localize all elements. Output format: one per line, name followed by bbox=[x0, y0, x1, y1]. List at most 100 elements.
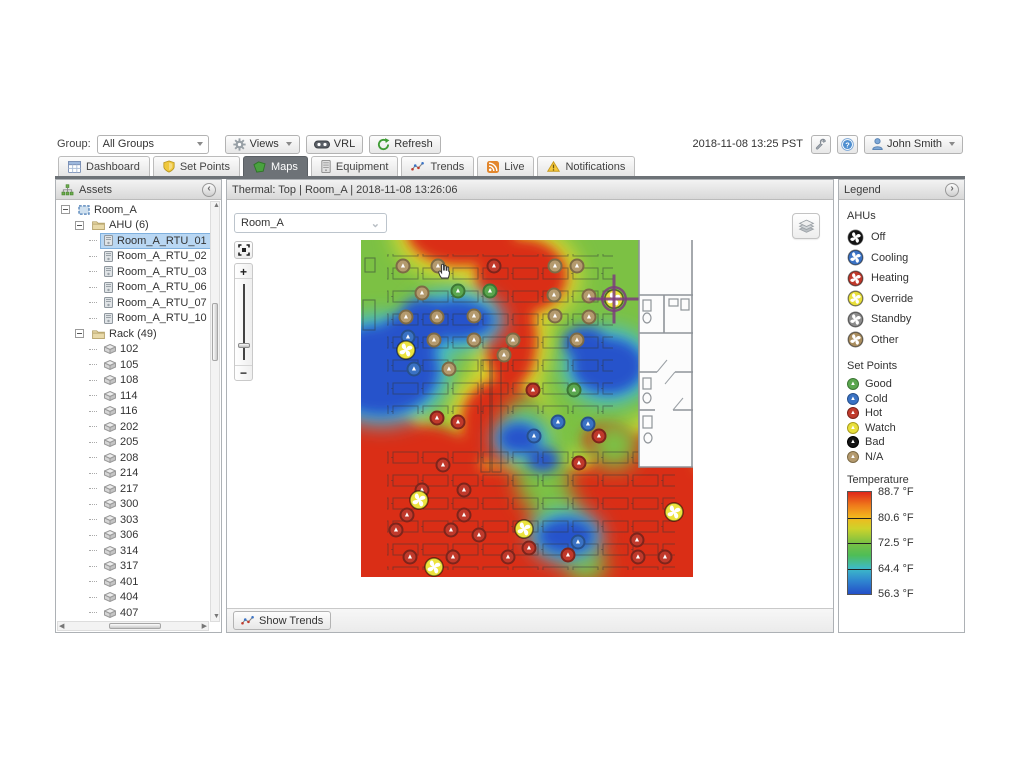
map-setpoint-marker-hot[interactable]: ▲ bbox=[450, 414, 466, 430]
map-setpoint-marker-na[interactable]: ▲ bbox=[547, 308, 563, 324]
map-setpoint-marker-na[interactable]: ▲ bbox=[398, 309, 414, 325]
tree-item[interactable]: 114 bbox=[56, 388, 209, 404]
tree-item[interactable]: Room_A_RTU_03 bbox=[56, 264, 209, 280]
map-setpoint-marker-hot[interactable]: ▲ bbox=[630, 549, 646, 565]
tab-trends[interactable]: Trends bbox=[401, 156, 475, 176]
map-ahu-marker[interactable] bbox=[514, 519, 535, 540]
collapse-left-button[interactable]: ‹ bbox=[202, 182, 216, 197]
zoom-out-button[interactable]: − bbox=[235, 365, 252, 380]
map-setpoint-marker-na[interactable]: ▲ bbox=[426, 332, 442, 348]
tree-item[interactable]: 208 bbox=[56, 450, 209, 466]
tree-item[interactable]: Room_A_RTU_10 bbox=[56, 311, 209, 327]
tree-item[interactable]: AHU (6) bbox=[56, 218, 209, 234]
map-setpoint-marker-hot[interactable]: ▲ bbox=[657, 549, 673, 565]
tree-item[interactable]: 306 bbox=[56, 528, 209, 544]
tab-equipment[interactable]: Equipment bbox=[310, 156, 399, 176]
tree-item[interactable]: 202 bbox=[56, 419, 209, 435]
tree-item[interactable]: Room_A_RTU_07 bbox=[56, 295, 209, 311]
map-ahu-marker[interactable] bbox=[424, 557, 445, 578]
map-setpoint-marker-cold[interactable]: ▲ bbox=[580, 416, 596, 432]
map-setpoint-marker-na[interactable]: ▲ bbox=[429, 309, 445, 325]
tree-item[interactable]: 217 bbox=[56, 481, 209, 497]
tree-item[interactable]: 317 bbox=[56, 559, 209, 575]
tree-item[interactable]: Room_A_RTU_02 bbox=[56, 249, 209, 265]
map-setpoint-marker-cold[interactable]: ▲ bbox=[406, 361, 422, 377]
tree-item[interactable]: 404 bbox=[56, 590, 209, 606]
map-setpoint-marker-hot[interactable]: ▲ bbox=[388, 522, 404, 538]
tree-item[interactable]: Rack (49) bbox=[56, 326, 209, 342]
map-setpoint-marker-hot[interactable]: ▲ bbox=[399, 507, 415, 523]
tab-notifications[interactable]: Notifications bbox=[537, 156, 636, 176]
views-button[interactable]: Views bbox=[224, 134, 300, 154]
tree-expander-icon[interactable] bbox=[75, 329, 84, 339]
map-setpoint-marker-hot[interactable]: ▲ bbox=[629, 532, 645, 548]
tree-item[interactable]: 407 bbox=[56, 605, 209, 621]
map-setpoint-marker-na[interactable]: ▲ bbox=[466, 308, 482, 324]
tree-item[interactable]: 205 bbox=[56, 435, 209, 451]
map-setpoint-marker-cold[interactable]: ▲ bbox=[570, 534, 586, 550]
vrl-button[interactable]: VRL bbox=[305, 134, 364, 154]
tree-item[interactable]: 314 bbox=[56, 543, 209, 559]
map-setpoint-marker-hot[interactable]: ▲ bbox=[521, 540, 537, 556]
map-setpoint-marker-na[interactable]: ▲ bbox=[505, 332, 521, 348]
settings-button[interactable] bbox=[810, 134, 831, 154]
scroll-left-icon[interactable]: ◀ bbox=[59, 623, 65, 630]
map-setpoint-marker-hot[interactable]: ▲ bbox=[445, 549, 461, 565]
map-ahu-marker[interactable] bbox=[664, 502, 685, 523]
zoom-fit-button[interactable] bbox=[234, 241, 253, 259]
user-menu[interactable]: John Smith bbox=[863, 134, 963, 154]
tree-item[interactable]: 401 bbox=[56, 574, 209, 590]
vertical-scrollbar[interactable]: ▲ ▼ bbox=[210, 201, 220, 622]
map-setpoint-marker-hot[interactable]: ▲ bbox=[591, 428, 607, 444]
layers-button[interactable] bbox=[792, 213, 820, 239]
scroll-right-icon[interactable]: ▶ bbox=[201, 623, 207, 630]
zoom-slider-handle[interactable] bbox=[237, 342, 250, 348]
tree-item[interactable]: 116 bbox=[56, 404, 209, 420]
map-setpoint-marker-good[interactable]: ▲ bbox=[566, 382, 582, 398]
scroll-up-icon[interactable]: ▲ bbox=[213, 202, 220, 209]
refresh-button[interactable]: Refresh bbox=[369, 134, 441, 154]
map-setpoint-marker-na[interactable]: ▲ bbox=[395, 258, 411, 274]
show-trends-button[interactable]: Show Trends bbox=[233, 611, 332, 630]
map-setpoint-marker-hot[interactable]: ▲ bbox=[571, 455, 587, 471]
tree-expander-icon[interactable] bbox=[61, 205, 70, 215]
map-ahu-marker-selected[interactable] bbox=[589, 274, 639, 324]
tree-item[interactable]: 108 bbox=[56, 373, 209, 389]
map-setpoint-marker-na[interactable]: ▲ bbox=[414, 285, 430, 301]
map-ahu-marker[interactable] bbox=[409, 490, 430, 511]
scrollbar-thumb[interactable] bbox=[109, 623, 161, 629]
zoom-slider-track[interactable] bbox=[242, 284, 245, 360]
map-setpoint-marker-hot[interactable]: ▲ bbox=[471, 527, 487, 543]
map-setpoint-marker-good[interactable]: ▲ bbox=[482, 283, 498, 299]
tree-item[interactable]: Room_A_RTU_06 bbox=[56, 280, 209, 296]
map-setpoint-marker-cold[interactable]: ▲ bbox=[526, 428, 542, 444]
map-ahu-marker[interactable] bbox=[396, 340, 417, 361]
map-setpoint-marker-na[interactable]: ▲ bbox=[547, 258, 563, 274]
map-setpoint-marker-hot[interactable]: ▲ bbox=[443, 522, 459, 538]
map-setpoint-marker-good[interactable]: ▲ bbox=[450, 283, 466, 299]
tree-item[interactable]: 105 bbox=[56, 357, 209, 373]
map-setpoint-marker-hot[interactable]: ▲ bbox=[456, 507, 472, 523]
map-setpoint-marker-na[interactable]: ▲ bbox=[569, 332, 585, 348]
thermal-map[interactable]: ▲ ▲ ▲ ▲ ▲ ▲ ▲ ▲ ▲ ▲ ▲ ▲ ▲ ▲ ▲ ▲ ▲ ▲ ▲ ▲ ▲ ▲ ▲ ▲ ▲ ▲ ▲ ▲ ▲ ▲ ▲ ▲ ▲ ▲ ▲ ▲ ▲ ▲ ▲ ▲… bbox=[361, 240, 693, 577]
tree-item[interactable]: 102 bbox=[56, 342, 209, 358]
map-setpoint-marker-na[interactable]: ▲ bbox=[496, 347, 512, 363]
tree-item[interactable]: 303 bbox=[56, 512, 209, 528]
zoom-in-button[interactable]: + bbox=[235, 265, 252, 279]
tab-maps[interactable]: Maps bbox=[242, 156, 308, 176]
map-setpoint-marker-cold[interactable]: ▲ bbox=[550, 414, 566, 430]
map-setpoint-marker-na[interactable]: ▲ bbox=[441, 361, 457, 377]
tab-setpoints[interactable]: Set Points bbox=[152, 156, 240, 176]
map-setpoint-marker-na[interactable]: ▲ bbox=[466, 332, 482, 348]
map-setpoint-marker-hot[interactable]: ▲ bbox=[525, 382, 541, 398]
tab-dashboard[interactable]: Dashboard bbox=[58, 156, 150, 176]
tab-live[interactable]: Live bbox=[477, 156, 535, 176]
map-setpoint-marker-hot[interactable]: ▲ bbox=[435, 457, 451, 473]
map-setpoint-marker-na[interactable]: ▲ bbox=[569, 258, 585, 274]
tree-item[interactable]: 300 bbox=[56, 497, 209, 513]
tree-item[interactable]: Room_A_RTU_01 bbox=[56, 232, 211, 249]
group-select[interactable]: All Groups bbox=[96, 134, 209, 154]
horizontal-scrollbar[interactable]: ◀ ▶ bbox=[57, 621, 209, 631]
map-setpoint-marker-na[interactable]: ▲ bbox=[546, 287, 562, 303]
map-setpoint-marker-hot[interactable]: ▲ bbox=[500, 549, 516, 565]
